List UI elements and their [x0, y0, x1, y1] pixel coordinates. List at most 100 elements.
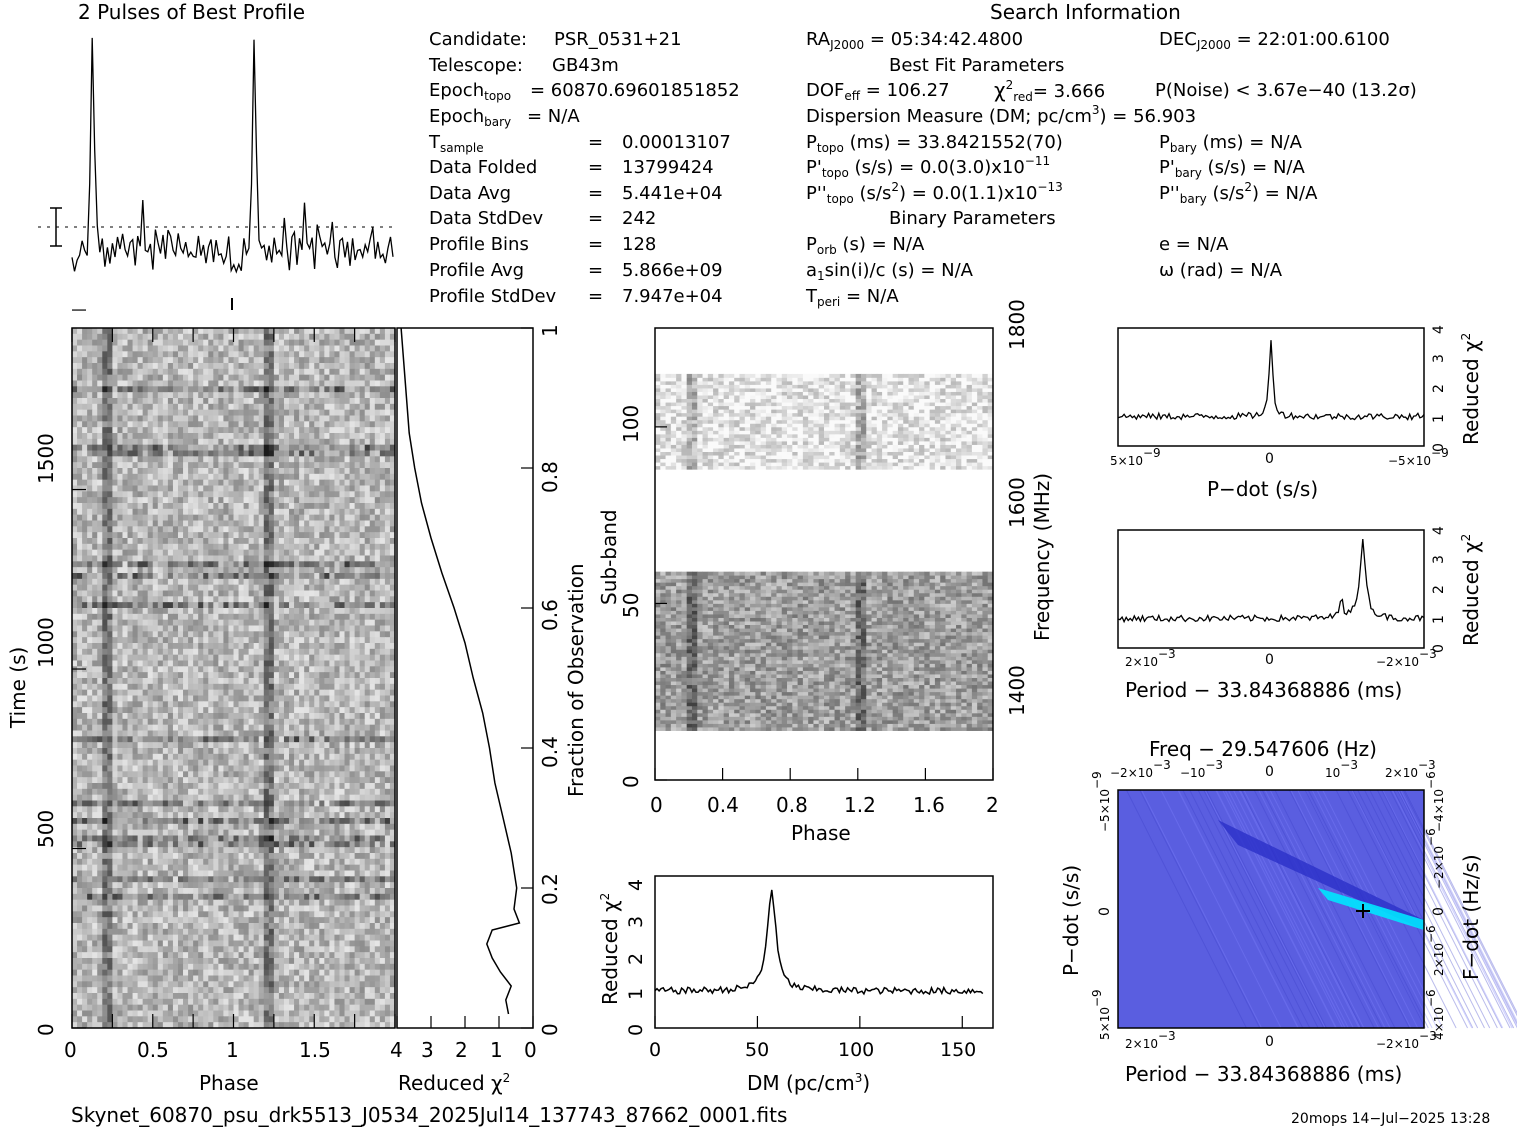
subband-xlabel: Phase: [791, 821, 851, 845]
frac-tick-4: 0.8: [538, 461, 562, 493]
data-avg-eq: =: [588, 183, 604, 204]
sb-xtick-5: 2: [986, 793, 999, 817]
time-xtick-1: 0.5: [137, 1038, 169, 1062]
chi-text: χ2red= 3.666: [994, 78, 1106, 104]
data-avg-label: Data Avg: [429, 183, 512, 204]
time-ytick-1: 500: [34, 809, 58, 848]
pp-top-tick-4: 2×10−3: [1385, 758, 1436, 780]
pp-right-tick-0: 4×10−6: [1424, 989, 1446, 1040]
sb-xtick-2: 0.8: [776, 793, 808, 817]
subband-ylabel: Sub-band: [597, 509, 621, 605]
search-info-title: Search Information: [990, 0, 1181, 24]
tperi-text: Tperi = N/A: [806, 286, 899, 309]
period-curve: [1117, 538, 1425, 624]
pp-ytick-0: −5×10−9: [1090, 771, 1112, 832]
pdot-right-label: Reduced χ2: [1459, 332, 1483, 445]
dm-ytick-0: 0: [625, 1023, 647, 1036]
e-text: e = N/A: [1159, 234, 1229, 255]
dm-text: Dispersion Measure (DM; pc/cm3) = 56.903: [806, 103, 1197, 127]
pdot-xtick-0: 5×10−9: [1110, 446, 1161, 468]
pp-xtick-0: 2×10−3: [1125, 1029, 1176, 1051]
binary-title: Binary Parameters: [889, 208, 1056, 229]
pp-top-tick-3: 10−3: [1325, 758, 1358, 780]
pdot-ytick-1: 1: [1431, 414, 1447, 423]
dm-xtick-2: 100: [838, 1039, 875, 1061]
time-xtick-2: 1: [226, 1038, 239, 1062]
dm-xtick-3: 150: [940, 1039, 977, 1061]
period-xtick-0: 2×10−3: [1125, 647, 1176, 669]
redchi-xtick-3: 1: [490, 1038, 503, 1062]
data-stddev-label: Data StdDev: [429, 208, 544, 229]
pp-right-tick-2: 0: [1431, 907, 1447, 916]
ppdot-peak: [1318, 888, 1424, 930]
redchi-xtick-2: 2: [455, 1038, 468, 1062]
ppdot-frame: [1117, 789, 1425, 1029]
epoch-bary-label: Epochbary: [429, 106, 512, 129]
profile-bins-value: 128: [622, 234, 657, 255]
frac-tick-3: 0.6: [538, 599, 562, 631]
pdot-ytick-3: 3: [1431, 354, 1447, 363]
profile-avg-eq: =: [588, 260, 604, 281]
period-ytick-3: 3: [1431, 555, 1447, 564]
dof-text: DOFeff = 106.27: [806, 80, 950, 103]
period-frame: [1117, 529, 1425, 649]
pnoise-text: P(Noise) < 3.67e−40 (13.2σ): [1155, 80, 1417, 101]
redchi-xtick-4: 0: [524, 1038, 537, 1062]
data-stddev-eq: =: [588, 208, 604, 229]
time-phase-image: [72, 328, 396, 1029]
timestamp: 20mops 14−Jul−2025 13:28: [1291, 1111, 1491, 1127]
pp-right-label: F−dot (Hz/s): [1459, 854, 1483, 980]
epoch-topo-label: Epochtopo: [429, 80, 512, 103]
a1-text: a1sin(i)/c (s) = N/A: [806, 260, 973, 283]
telescope-label: Telescope:: [429, 55, 523, 76]
profile-bins-label: Profile Bins: [429, 234, 529, 255]
dm-ytick-2: 2: [625, 952, 647, 965]
pddot-topo-text: P''topo (s/s2) = 0.0(1.1)x10−13: [806, 180, 1063, 206]
pdot-ytick-4: 4: [1431, 325, 1447, 334]
profile-stddev-label: Profile StdDev: [429, 286, 557, 307]
dm-ylabel: Reduced χ2: [598, 892, 622, 1005]
time-phase-ylabel: Time (s): [6, 646, 30, 728]
pddot-bary-text: P''bary (s/s2) = N/A: [1159, 180, 1318, 206]
epoch-bary-value: = N/A: [527, 106, 580, 127]
data-folded-eq: =: [588, 157, 604, 178]
omega-text: ω (rad) = N/A: [1159, 260, 1283, 281]
sb-xtick-0: 0: [650, 793, 663, 817]
pp-top-tick-1: −10−3: [1180, 758, 1224, 780]
pp-xlabel: Period − 33.84368886 (ms): [1125, 1062, 1403, 1086]
frac-tick-2: 0.4: [538, 736, 562, 768]
time-ytick-3: 1500: [34, 433, 58, 484]
sb-ytick-1: 50: [619, 592, 643, 618]
pp-top-title: Freq − 29.547606 (Hz): [1149, 737, 1377, 761]
pdot-xtick-2: −5×10−9: [1388, 446, 1449, 468]
sb-xtick-1: 0.4: [707, 793, 739, 817]
pp-ytick-1: 0: [1097, 907, 1113, 916]
ptopo-text: Ptopo (ms) = 33.8421552(70): [806, 132, 1063, 155]
pp-top-tick-0: −2×10−3: [1110, 758, 1171, 780]
frac-tick-1: 0.2: [538, 873, 562, 905]
tsample-label: Tsample: [429, 132, 484, 155]
data-avg-value: 5.441e+04: [622, 183, 723, 204]
dm-frame: [654, 875, 994, 1029]
dm-ytick-3: 3: [625, 915, 647, 928]
pp-ylabel: P−dot (s/s): [1059, 864, 1083, 976]
freq-tick-0: 1400: [1005, 665, 1029, 716]
period-xtick-1: 0: [1265, 652, 1274, 668]
freq-tick-2: 1800: [1005, 299, 1029, 350]
candidate-label: Candidate:: [429, 29, 528, 50]
freq-label: Frequency (MHz): [1030, 472, 1054, 641]
sb-ytick-2: 100: [619, 404, 643, 443]
period-xlabel: Period − 33.84368886 (ms): [1125, 678, 1403, 702]
sb-ytick-0: 0: [619, 775, 643, 788]
pdot-frame: [1117, 327, 1425, 447]
profile-avg-label: Profile Avg: [429, 260, 525, 281]
fits-filename: Skynet_60870_psu_drk5513_J0534_2025Jul14…: [71, 1103, 788, 1127]
profile-plot: [38, 37, 395, 310]
telescope-value: GB43m: [552, 55, 619, 76]
pdot-ytick-2: 2: [1431, 384, 1447, 393]
period-ytick-2: 2: [1431, 585, 1447, 594]
fraction-label: Fraction of Observation: [564, 563, 588, 797]
period-ytick-0: 0: [1431, 644, 1447, 653]
pdot-xlabel: P−dot (s/s): [1207, 477, 1319, 501]
sb-xtick-4: 1.6: [913, 793, 945, 817]
